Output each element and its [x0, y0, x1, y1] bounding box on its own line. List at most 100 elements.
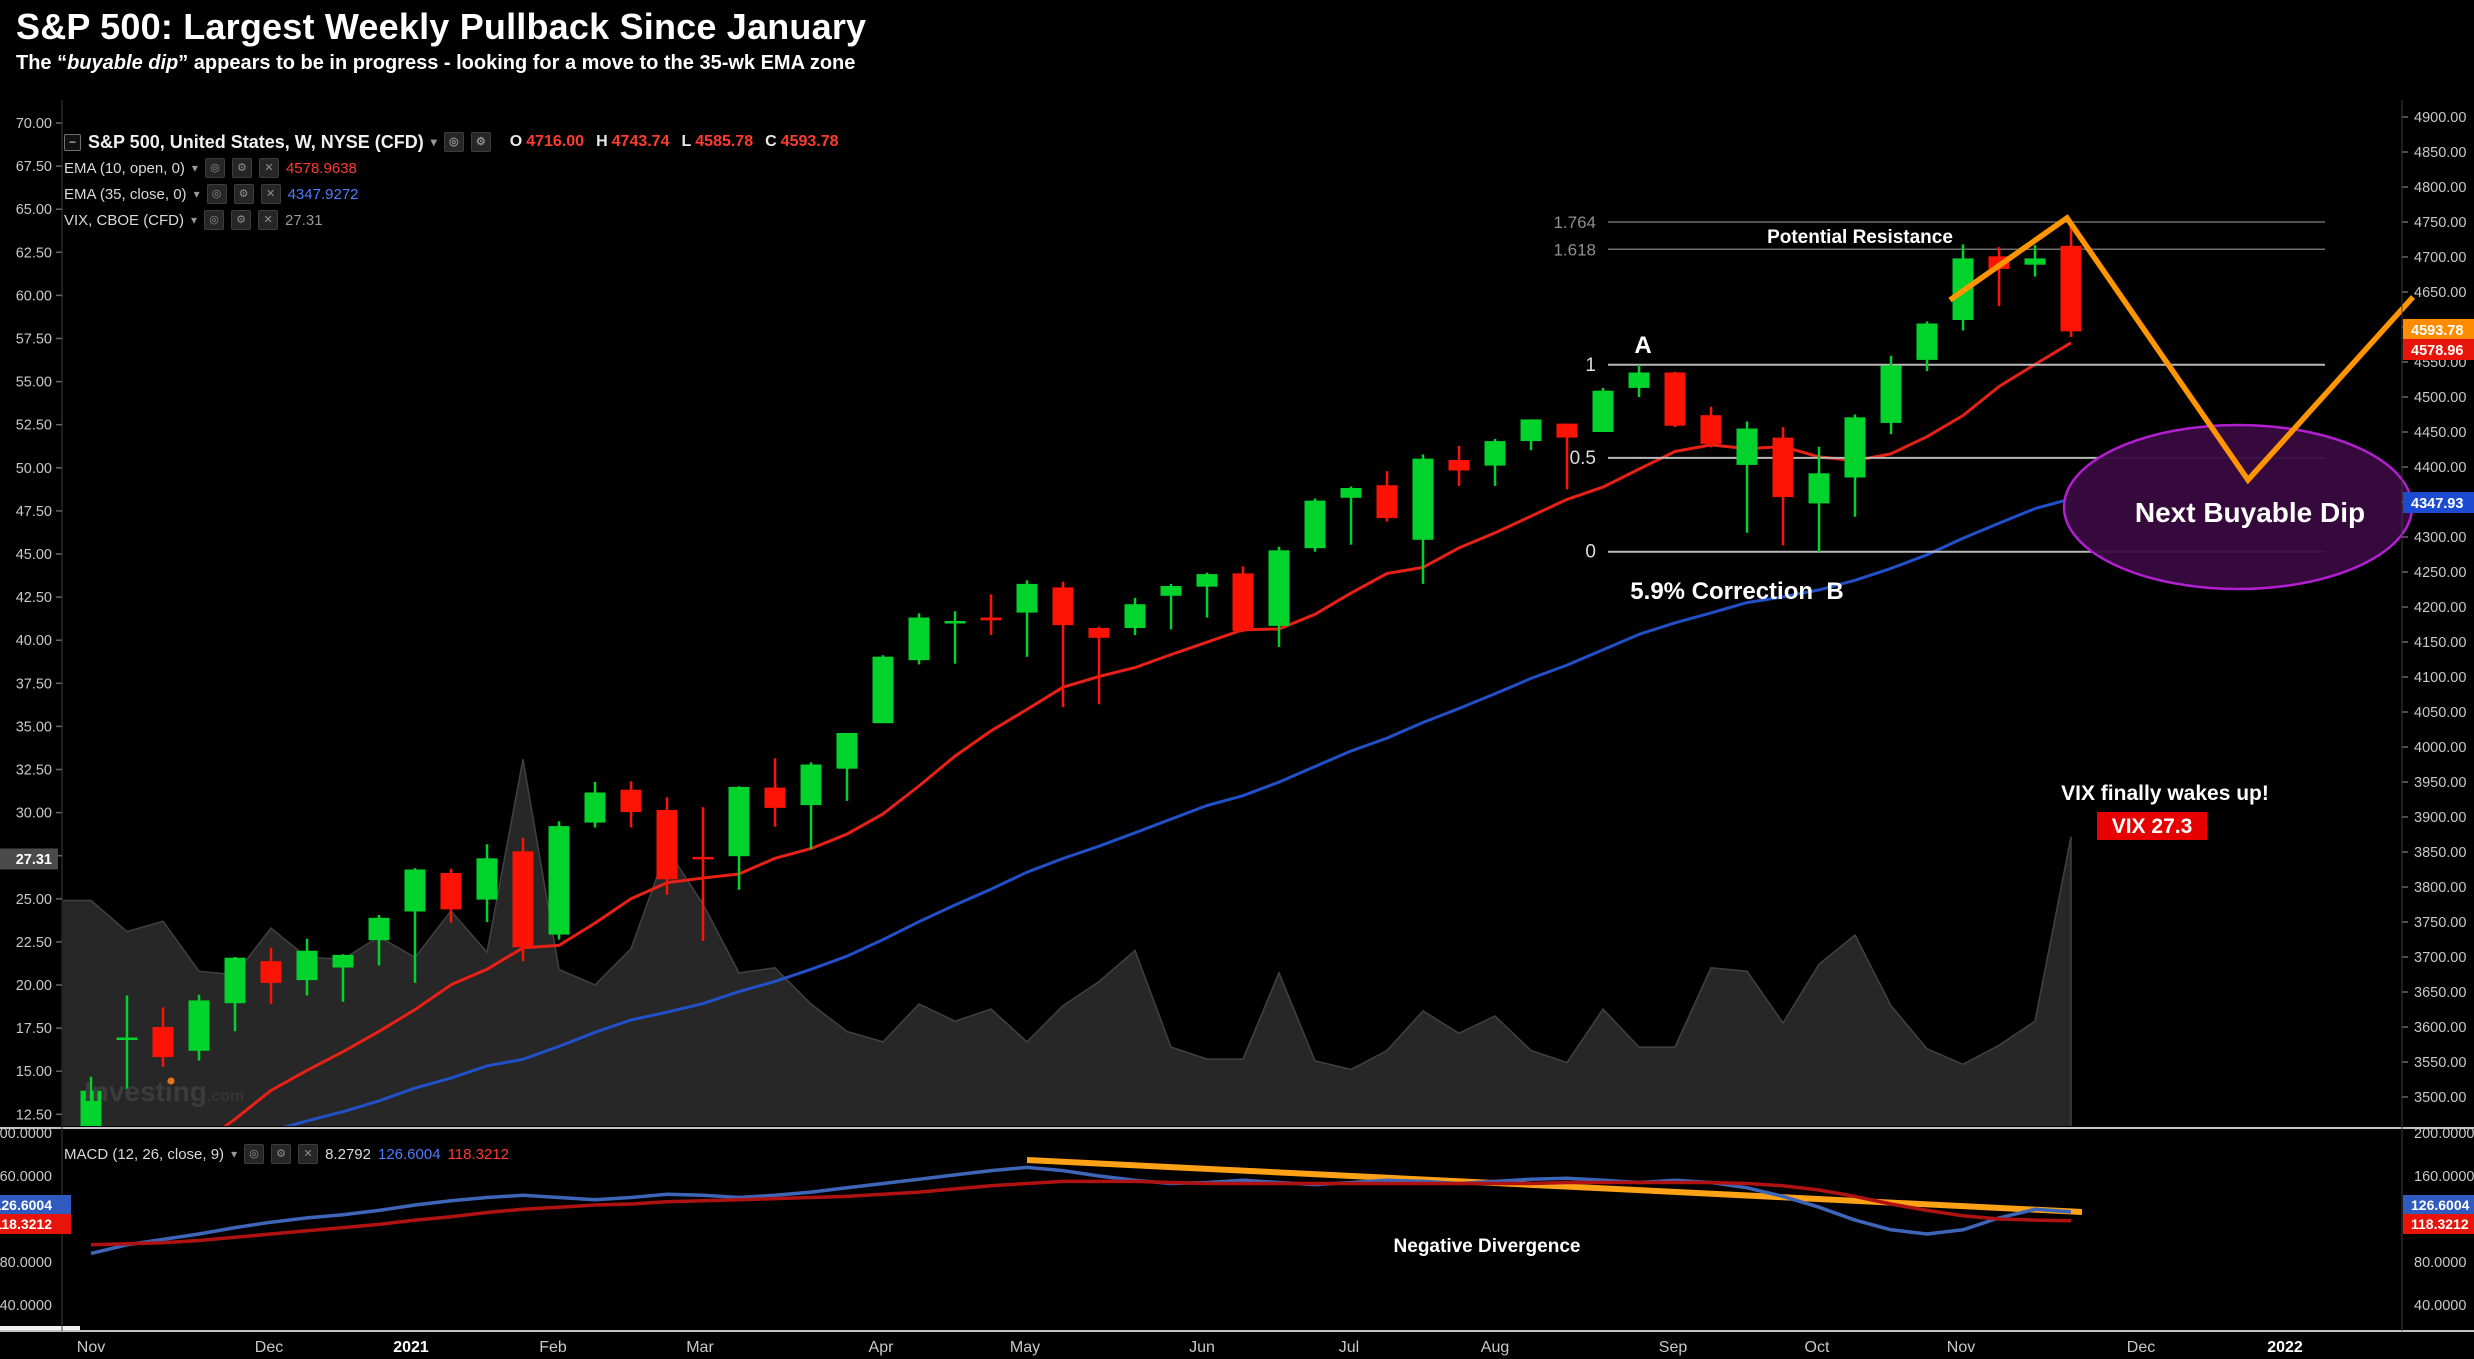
price-tick-label: 4250.00 [2414, 565, 2466, 581]
projection-zigzag-line [1948, 214, 2416, 485]
macd-line-value: 126.6004 [377, 1145, 441, 1163]
date-tick-label: 2022 [2267, 1339, 2303, 1356]
macd-label[interactable]: MACD (12, 26, close, 9) [64, 1145, 225, 1163]
vix-tick-label: 67.50 [16, 159, 52, 175]
candle-body [836, 733, 858, 769]
candle-body [2060, 245, 2082, 332]
close-icon[interactable]: ✕ [260, 184, 281, 204]
ema10-label[interactable]: EMA (10, open, 0) [64, 159, 185, 177]
subtitle-prefix: The “ [16, 52, 68, 74]
ema35-label[interactable]: EMA (35, close, 0) [64, 185, 187, 203]
gear-icon[interactable]: ⚙ [231, 210, 252, 230]
vix-area-series [63, 759, 2072, 1126]
source-toggle-icon[interactable]: ◎ [204, 210, 225, 230]
chevron-down-icon[interactable]: ▾ [430, 135, 437, 149]
ema35-value: 4347.9272 [287, 185, 359, 203]
gear-icon[interactable]: ⚙ [233, 184, 254, 204]
vix-tick-label: 45.00 [16, 547, 52, 563]
date-tick-label: Jul [1339, 1339, 1359, 1356]
price-badge-label: 4347.93 [2411, 496, 2463, 512]
vix-value: 27.31 [285, 211, 323, 229]
candle-body [1772, 437, 1794, 498]
vix-tick-label: 65.00 [16, 202, 52, 218]
date-axis[interactable]: Nov Dec 2021 Feb Mar Apr May Jun Jul Aug Sep Oct Nov… [77, 1339, 2303, 1356]
macd-badge-label: 118.3212 [2411, 1216, 2469, 1232]
candle-body [2024, 258, 2046, 265]
vix-tick-label: 17.50 [16, 1021, 52, 1037]
legend-ema35-row: EMA (35, close, 0) ▾ ◎ ⚙ ✕ 4347.9272 [64, 182, 839, 206]
source-toggle-icon[interactable]: ◎ [244, 1144, 265, 1164]
close-icon[interactable]: ✕ [258, 158, 279, 178]
gear-icon[interactable]: ⚙ [470, 132, 491, 152]
date-tick-label: Dec [255, 1339, 283, 1356]
high-value: 4743.74 [611, 133, 670, 150]
macd-tick-label: 160.0000 [2414, 1169, 2474, 1185]
price-axis[interactable]: 4900.00 4850.00 4800.00 4750.00 4700.00 4650.… [2402, 110, 2474, 1106]
price-tick-label: 3500.00 [2414, 1090, 2466, 1106]
price-tick-label: 3600.00 [2414, 1020, 2466, 1036]
candle-body [1268, 550, 1290, 626]
gear-icon[interactable]: ⚙ [271, 1144, 292, 1164]
vix-axis[interactable]: 70.00 67.50 65.00 62.50 60.00 57.50 55.00 52.50… [0, 116, 62, 1123]
legend: − S&P 500, United States, W, NYSE (CFD) … [64, 130, 839, 232]
price-badge [2403, 339, 2474, 360]
vix-label[interactable]: VIX, CBOE (CFD) [64, 211, 185, 229]
ema-line [283, 497, 2072, 1126]
candle-body [152, 1027, 174, 1058]
scrollbar-stub[interactable] [0, 1326, 80, 1330]
source-toggle-icon[interactable]: ◎ [206, 184, 227, 204]
annotation-text: Potential Resistance [1767, 227, 1953, 248]
low-value: 4585.78 [695, 133, 754, 150]
vix-tick-label: 30.00 [16, 806, 52, 822]
candle-body [1844, 417, 1866, 478]
candle-body [116, 1037, 138, 1040]
candle-body [872, 656, 894, 724]
candle-body [1880, 365, 1902, 423]
macd-signal-value: 118.3212 [447, 1145, 510, 1163]
symbol-title[interactable]: S&P 500, United States, W, NYSE (CFD) [88, 131, 424, 152]
candle-body [1052, 587, 1074, 626]
chevron-down-icon[interactable]: ▾ [191, 161, 198, 175]
chevron-down-icon[interactable]: ▾ [231, 1147, 238, 1161]
chevron-down-icon[interactable]: ▾ [193, 187, 200, 201]
annotation-text: Negative Divergence [1394, 1236, 1581, 1257]
collapse-icon[interactable]: − [64, 133, 81, 151]
price-tick-label: 4400.00 [2414, 460, 2466, 476]
candle-body [1160, 586, 1182, 596]
candle-body [260, 961, 282, 983]
candle-body [80, 1090, 102, 1126]
vix-tick-label: 52.50 [16, 418, 52, 434]
source-toggle-icon[interactable]: ◎ [443, 132, 464, 152]
vix-tick-label: 55.00 [16, 375, 52, 391]
page-subtitle: The “buyable dip” appears to be in progr… [16, 52, 866, 75]
candle-body [1196, 574, 1218, 587]
macd-tick-label: 40.0000 [2414, 1298, 2466, 1314]
vix-tick-label: 40.00 [16, 633, 52, 649]
close-icon[interactable]: ✕ [258, 210, 279, 230]
candle-body [1700, 415, 1722, 444]
price-tick-label: 3950.00 [2414, 775, 2466, 791]
price-tick-label: 4500.00 [2414, 390, 2466, 406]
candle-body [1556, 423, 1578, 438]
macd-hist-value: 8.2792 [325, 1145, 371, 1163]
fib-label: 0 [1585, 542, 1596, 563]
date-tick-label: Apr [869, 1339, 895, 1356]
candle-body [1016, 583, 1038, 613]
price-tick-label: 4800.00 [2414, 180, 2466, 196]
macd-axis[interactable]: 200.0000 200.0000 160.0000 160.0000 80.0000 8… [0, 1126, 2474, 1314]
close-icon[interactable]: ✕ [298, 1144, 319, 1164]
candle-body [404, 869, 426, 912]
candle-body [1304, 500, 1326, 549]
date-tick-label: May [1010, 1339, 1040, 1356]
price-tick-label: 3900.00 [2414, 810, 2466, 826]
chevron-down-icon[interactable]: ▾ [191, 213, 198, 227]
candle-body [584, 792, 606, 823]
vix-current-badge [0, 848, 58, 870]
date-tick-label: Oct [1805, 1339, 1830, 1356]
gear-icon[interactable]: ⚙ [231, 158, 252, 178]
price-tick-label: 3650.00 [2414, 985, 2466, 1001]
source-toggle-icon[interactable]: ◎ [204, 158, 225, 178]
date-tick-label: Nov [1947, 1339, 1975, 1356]
open-value: 4716.00 [526, 133, 585, 150]
